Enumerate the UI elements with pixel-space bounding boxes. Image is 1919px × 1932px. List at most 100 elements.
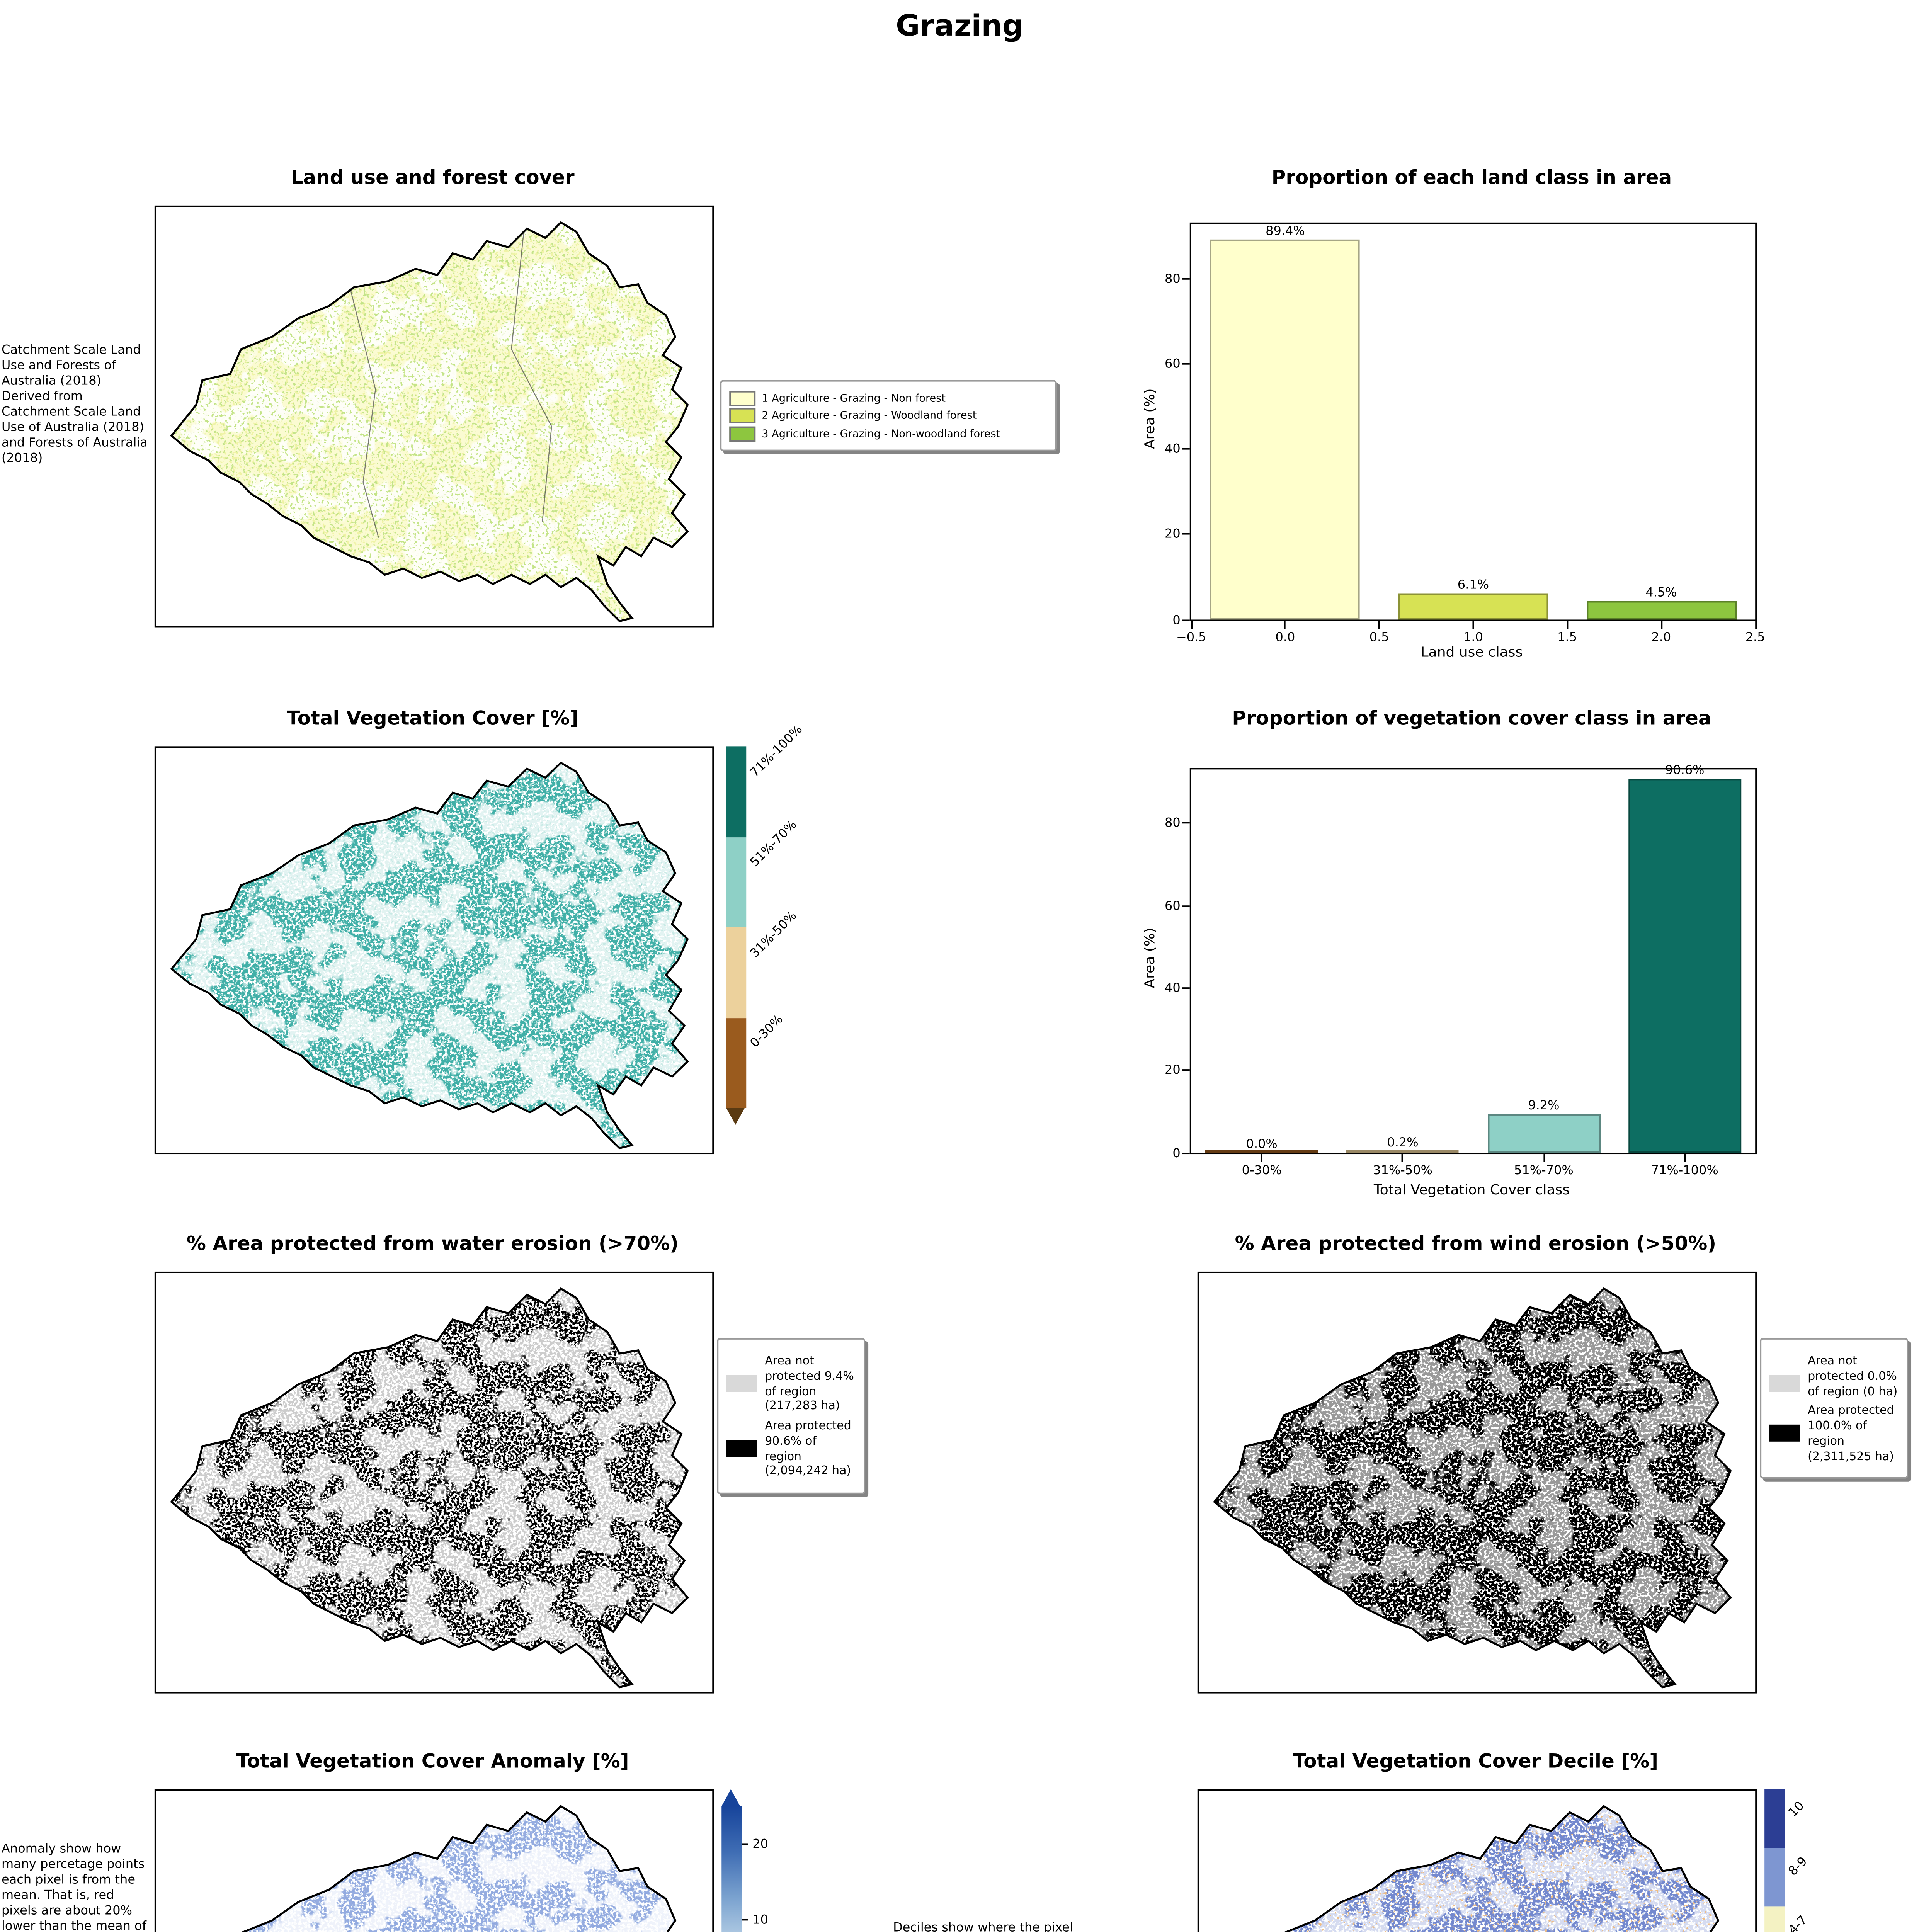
x-tick-label: 0.0 [1275, 630, 1295, 645]
legend-swatch-protected [726, 1440, 757, 1457]
anomaly-map-title: Total Vegetation Cover Anomaly [%] [236, 1749, 629, 1772]
veg-cover-map [154, 746, 714, 1155]
page-title: Grazing [896, 9, 1023, 43]
legend-swatch-not-protected [726, 1375, 757, 1392]
x-tick-mark [1566, 621, 1568, 629]
colorbar-label: 10 [1786, 1798, 1807, 1820]
y-tick-label: 40 [1165, 981, 1181, 995]
legend-swatch-not-protected [1769, 1375, 1800, 1392]
y-tick-label: 60 [1165, 357, 1181, 372]
x-tick-label: 2.0 [1651, 630, 1671, 645]
land-class-bar-chart: 0 20 40 60 80 −0.5 0.0 0.5 1.0 1.5 2.0 2.5 89.4% 6.1%… [1165, 222, 1765, 644]
x-tick-label: 1.0 [1463, 630, 1483, 645]
decile-map-title: Total Vegetation Cover Decile [%] [1293, 1749, 1659, 1772]
wind-erosion-map [1197, 1271, 1757, 1694]
colorbar-label: 71%-100% [747, 722, 805, 780]
bar-value-label: 0.2% [1387, 1136, 1419, 1150]
x-tick-label: 1.5 [1557, 630, 1577, 645]
bar-value-label: 0.0% [1246, 1137, 1278, 1151]
colorbar-extend-arrow-top [721, 1789, 740, 1806]
y-tick-label: 80 [1165, 272, 1181, 286]
colorbar-tick-label: 20 [752, 1836, 768, 1850]
bar [1487, 1114, 1600, 1153]
legend-swatch-class2 [729, 408, 756, 423]
x-tick-mark [1660, 621, 1662, 629]
bar-value-label: 6.1% [1457, 578, 1489, 592]
decile-note: Deciles show where the pixel value lies … [893, 1920, 1073, 1932]
x-tick-label: 0.5 [1369, 630, 1389, 645]
bar [1398, 594, 1549, 620]
decile-map [1197, 1789, 1757, 1932]
y-tick-mark [1182, 1069, 1190, 1071]
legend-label: Area not protected 0.0% of region (0 ha) [1808, 1353, 1898, 1398]
y-tick-mark [1182, 534, 1190, 536]
x-tick-label: 51%-70% [1514, 1163, 1574, 1178]
water-erosion-map [154, 1271, 714, 1694]
y-tick-label: 0 [1172, 1146, 1181, 1160]
y-tick-label: 60 [1165, 898, 1181, 913]
land-class-chart-xlabel: Land use class [1421, 646, 1523, 662]
bar [1628, 779, 1741, 1153]
x-tick-label: 71%-100% [1651, 1163, 1718, 1178]
colorbar-segment-8-9 [1764, 1848, 1785, 1907]
colorbar-tick-label: 10 [752, 1912, 768, 1927]
anomaly-colorbar: 20 10 0 −10 −20 [721, 1789, 768, 1932]
colorbar-extend-arrow [726, 1108, 745, 1125]
x-tick-mark [1261, 1154, 1263, 1162]
bar [1586, 600, 1737, 620]
legend-label: Area not protected 9.4% of region (217,2… [765, 1353, 854, 1413]
legend-label: 2 Agriculture - Grazing - Woodland fores… [762, 409, 977, 422]
x-tick-label: 31%-50% [1373, 1163, 1432, 1178]
colorbar-label: 8-9 [1786, 1854, 1810, 1879]
veg-class-chart-ylabel: Area (%) [1143, 927, 1159, 988]
decile-colorbar: 10 8-9 4-7 2-3 1 [1764, 1789, 1810, 1932]
colorbar-gradient [721, 1806, 742, 1932]
legend-item: 1 Agriculture - Grazing - Non forest [729, 390, 1048, 406]
y-tick-mark [1182, 905, 1190, 906]
anomaly-map [154, 1789, 714, 1932]
y-tick-label: 0 [1172, 612, 1181, 627]
colorbar-tick [742, 1919, 748, 1921]
y-tick-mark [1182, 364, 1190, 366]
land-use-map [154, 205, 714, 628]
veg-class-chart-xlabel: Total Vegetation Cover class [1373, 1184, 1570, 1199]
y-tick-label: 20 [1165, 527, 1181, 542]
colorbar-label: 0-30% [747, 1012, 786, 1050]
colorbar-segment-0-30 [726, 1017, 747, 1108]
colorbar-segment-31-50 [726, 927, 747, 1018]
colorbar-segment-4-7 [1764, 1906, 1785, 1932]
x-tick-mark [1684, 1154, 1686, 1162]
legend-label: 3 Agriculture - Grazing - Non-woodland f… [762, 427, 1000, 440]
colorbar-tick [742, 1843, 748, 1845]
legend-item: 3 Agriculture - Grazing - Non-woodland f… [729, 425, 1048, 441]
legend-swatch-class3 [729, 425, 756, 441]
bar-value-label: 9.2% [1528, 1099, 1560, 1113]
legend-item: Area protected 100.0% of region (2,311,5… [1769, 1403, 1899, 1464]
y-tick-mark [1182, 619, 1190, 621]
legend-label: Area protected 100.0% of region (2,311,5… [1808, 1403, 1894, 1463]
land-class-chart-title: Proportion of each land class in area [1271, 165, 1672, 189]
bar-value-label: 90.6% [1665, 764, 1705, 778]
colorbar-segment-10 [1764, 1789, 1785, 1848]
legend-swatch-protected [1769, 1425, 1800, 1442]
legend-label: 1 Agriculture - Grazing - Non forest [762, 391, 946, 404]
x-tick-label: 2.5 [1745, 630, 1765, 645]
y-tick-mark [1182, 822, 1190, 824]
legend-swatch-class1 [729, 390, 756, 406]
y-tick-mark [1182, 1152, 1190, 1154]
y-tick-label: 80 [1165, 816, 1181, 830]
land-class-chart-ylabel: Area (%) [1143, 388, 1159, 449]
y-tick-mark [1182, 278, 1190, 280]
colorbar-label: 31%-50% [747, 908, 800, 961]
x-tick-mark [1190, 621, 1192, 629]
wind-erosion-map-title: % Area protected from wind erosion (>50%… [1235, 1231, 1717, 1255]
wind-erosion-legend: Area not protected 0.0% of region (0 ha)… [1760, 1338, 1909, 1479]
water-erosion-map-title: % Area protected from water erosion (>70… [186, 1231, 679, 1255]
x-tick-label: −0.5 [1176, 630, 1206, 645]
colorbar-segment-71-100 [726, 746, 747, 837]
x-tick-mark [1378, 621, 1380, 629]
bar [1210, 239, 1361, 620]
legend-item: Area protected 90.6% of region (2,094,24… [726, 1418, 856, 1479]
x-tick-mark [1754, 621, 1756, 629]
